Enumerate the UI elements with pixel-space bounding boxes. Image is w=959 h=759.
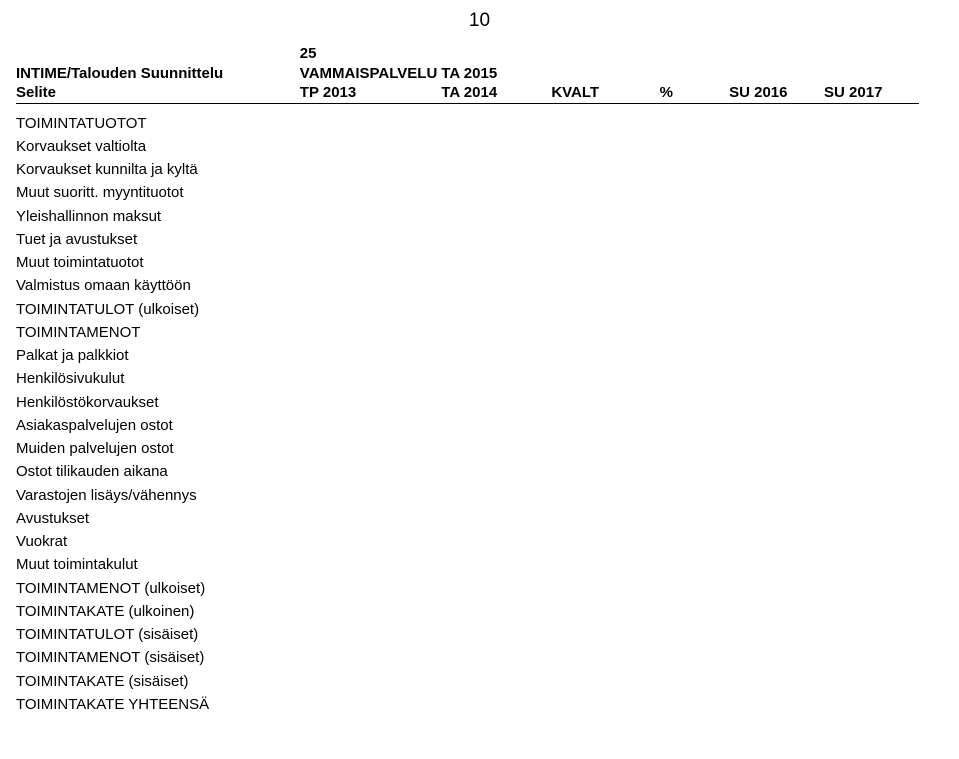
table-row: TOIMINTAKATE YHTEENSÄ bbox=[16, 693, 919, 716]
table-row: Korvaukset kunnilta ja kyltä bbox=[16, 158, 919, 181]
page: 10 INTIME/Talouden Suunnittelu 25 VAMMAI… bbox=[0, 0, 959, 759]
table-row: TOIMINTAMENOT bbox=[16, 321, 919, 344]
col-pct: % bbox=[660, 84, 729, 103]
table-row: TOIMINTATULOT (ulkoiset) bbox=[16, 298, 919, 321]
header-source: INTIME/Talouden Suunnittelu bbox=[16, 46, 300, 84]
table-row: TOIMINTATUOTOT bbox=[16, 112, 919, 135]
table-row: TOIMINTAKATE (sisäiset) bbox=[16, 670, 919, 693]
table-row: Asiakaspalvelujen ostot bbox=[16, 414, 919, 437]
page-number: 10 bbox=[469, 10, 490, 32]
table-row: Muiden palvelujen ostot bbox=[16, 437, 919, 460]
col-su2016: SU 2016 bbox=[729, 84, 824, 103]
header-code: 25 bbox=[300, 46, 442, 65]
table-row: TOIMINTATULOT (sisäiset) bbox=[16, 623, 919, 646]
table-row: Varastojen lisäys/vähennys bbox=[16, 484, 919, 507]
table-row: Ostot tilikauden aikana bbox=[16, 460, 919, 483]
col-ta: TA 2014 bbox=[441, 84, 551, 103]
table-row: Korvaukset valtiolta bbox=[16, 135, 919, 158]
table-row: TOIMINTAKATE (ulkoinen) bbox=[16, 600, 919, 623]
header-budget-col: TA 2015 bbox=[441, 65, 551, 84]
header-unit: VAMMAISPALVELU bbox=[300, 65, 442, 84]
table-row: Avustukset bbox=[16, 507, 919, 530]
header-border bbox=[16, 103, 919, 104]
table-row: TOIMINTAMENOT (sisäiset) bbox=[16, 646, 919, 669]
table-row: Palkat ja palkkiot bbox=[16, 344, 919, 367]
table-row: Muut toimintatuotot bbox=[16, 251, 919, 274]
col-selite: Selite bbox=[16, 84, 300, 103]
col-kvalt: KVALT bbox=[551, 84, 659, 103]
table-row: Vuokrat bbox=[16, 530, 919, 553]
header-columns-row: Selite TP 2013 TA 2014 KVALT % SU 2016 S… bbox=[16, 84, 919, 103]
col-su2017: SU 2017 bbox=[824, 84, 919, 103]
table-row: Valmistus omaan käyttöön bbox=[16, 274, 919, 297]
header-table: INTIME/Talouden Suunnittelu 25 VAMMAISPA… bbox=[16, 46, 919, 104]
table-row: Muut toimintakulut bbox=[16, 553, 919, 576]
row-list: TOIMINTATUOTOTKorvaukset valtioltaKorvau… bbox=[16, 112, 919, 717]
col-tp: TP 2013 bbox=[300, 84, 442, 103]
table-row: Tuet ja avustukset bbox=[16, 228, 919, 251]
table-row: TOIMINTAMENOT (ulkoiset) bbox=[16, 577, 919, 600]
table-row: Yleishallinnon maksut bbox=[16, 205, 919, 228]
table-row: Muut suoritt. myyntituotot bbox=[16, 181, 919, 204]
table-row: Henkilösivukulut bbox=[16, 367, 919, 390]
table-row: Henkilöstökorvaukset bbox=[16, 391, 919, 414]
header-row-1: INTIME/Talouden Suunnittelu 25 bbox=[16, 46, 919, 65]
